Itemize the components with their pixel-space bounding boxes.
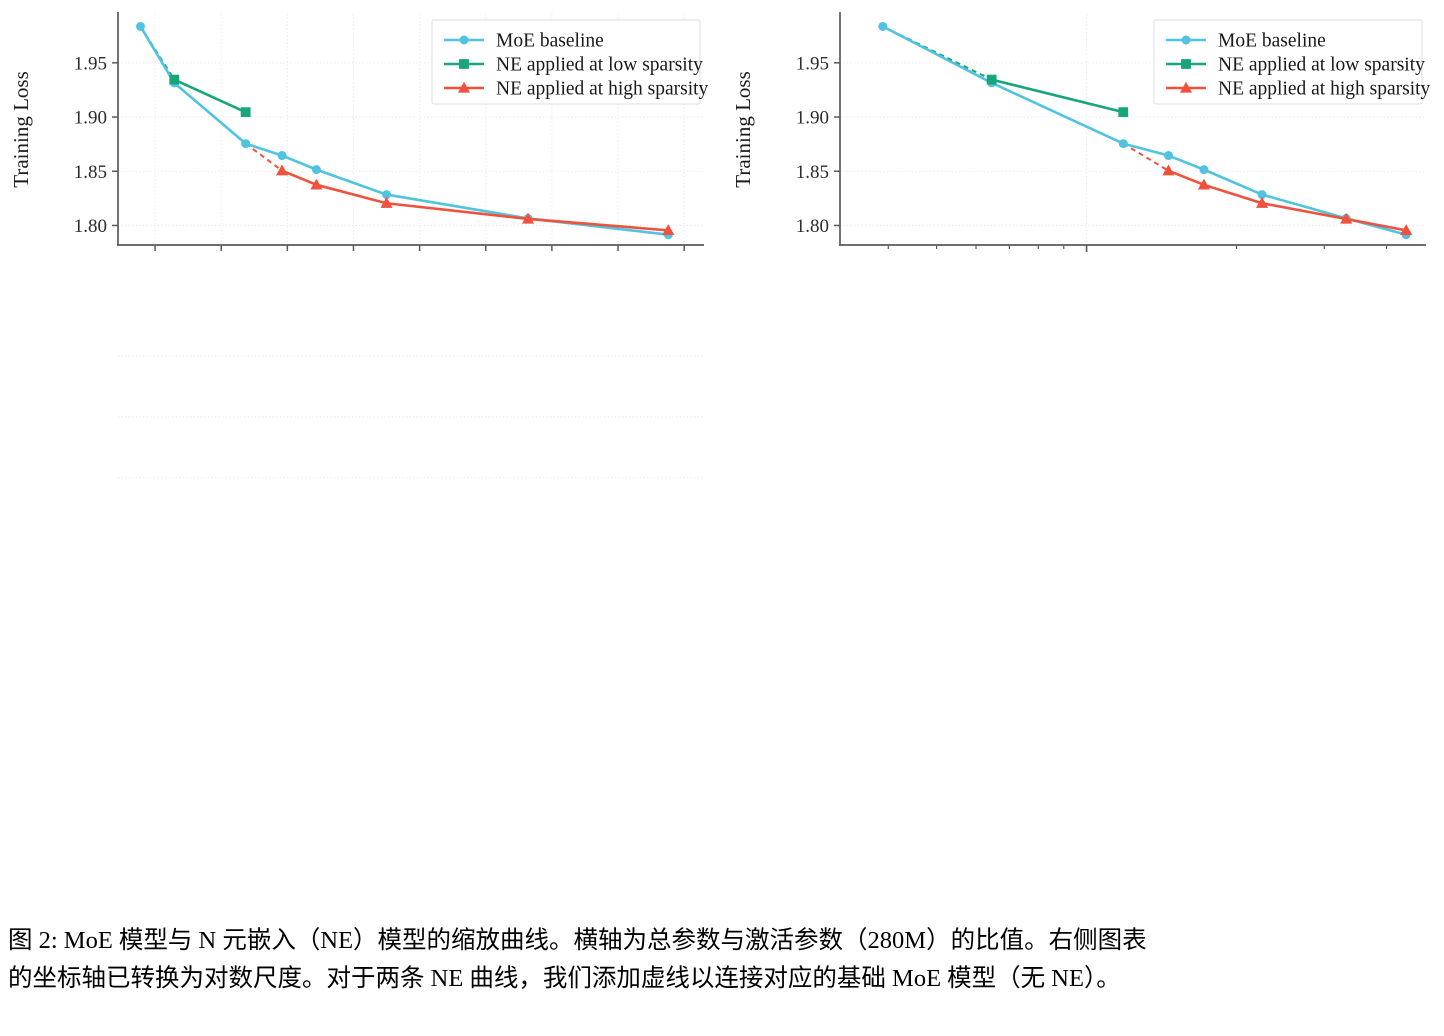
series-ne-applied-at-high-sparsity: [275, 164, 675, 236]
legend-label: NE applied at low sparsity: [1218, 55, 1425, 76]
y-axis-ticks: 1.80 1.85 1.90 1.95: [796, 53, 840, 237]
y-axis-ticks: 1.80 1.85 1.90 1.95: [74, 53, 118, 237]
legend-label: MoE baseline: [496, 31, 604, 52]
x-axis-ticks: [887, 245, 1388, 252]
legend-label: NE applied at low sparsity: [496, 55, 703, 76]
caption-line-2: 的坐标轴已转换为对数尺度。对于两条 NE 曲线，我们添加虚线以连接对应的基础 M…: [8, 965, 1121, 992]
series-ne-applied-at-low-sparsity: [986, 74, 1129, 118]
y-axis-label: Training Loss: [9, 71, 33, 188]
svg-text:1.80: 1.80: [74, 216, 107, 237]
grid-lines: [840, 14, 1426, 245]
legend-label: MoE baseline: [1218, 31, 1326, 52]
legend-label: NE applied at high sparsity: [496, 79, 709, 100]
y-axis-label: Training Loss: [731, 71, 755, 188]
high-sparsity-connector: [1122, 142, 1169, 172]
caption-line-1: 图 2: MoE 模型与 N 元嵌入（NE）模型的缩放曲线。横轴为总参数与激活参…: [8, 927, 1147, 954]
subplot-validation-chinese-linear: [0, 291, 722, 582]
high-sparsity-connector: [245, 142, 283, 172]
subplot-training-loss-log: 1.80 1.85 1.90 1.95 Training Loss MoE baselin…: [722, 0, 1444, 291]
legend: MoE baseline NE applied at low sparsity NE…: [431, 19, 709, 105]
svg-text:1.90: 1.90: [796, 108, 829, 129]
figure-caption: 图 2: MoE 模型与 N 元嵌入（NE）模型的缩放曲线。横轴为总参数与激活参…: [8, 922, 1436, 998]
svg-text:1.90: 1.90: [74, 108, 107, 129]
x-axis-ticks: [154, 245, 685, 251]
series-ne-applied-at-high-sparsity: [1162, 164, 1413, 236]
svg-text:1.95: 1.95: [74, 53, 107, 74]
svg-text:1.85: 1.85: [74, 162, 107, 183]
grid-lines: [118, 355, 704, 479]
series-ne-applied-at-low-sparsity: [169, 74, 251, 118]
axis-spines: [117, 12, 704, 246]
svg-text:1.80: 1.80: [796, 216, 829, 237]
legend: MoE baseline NE applied at low sparsity NE…: [1153, 19, 1431, 105]
legend-label: NE applied at high sparsity: [1218, 79, 1431, 100]
svg-text:1.85: 1.85: [796, 162, 829, 183]
svg-text:1.95: 1.95: [796, 53, 829, 74]
subplot-training-loss-linear: 1.80 1.85 1.90 1.95 Training Loss MoE baselin…: [0, 0, 722, 291]
